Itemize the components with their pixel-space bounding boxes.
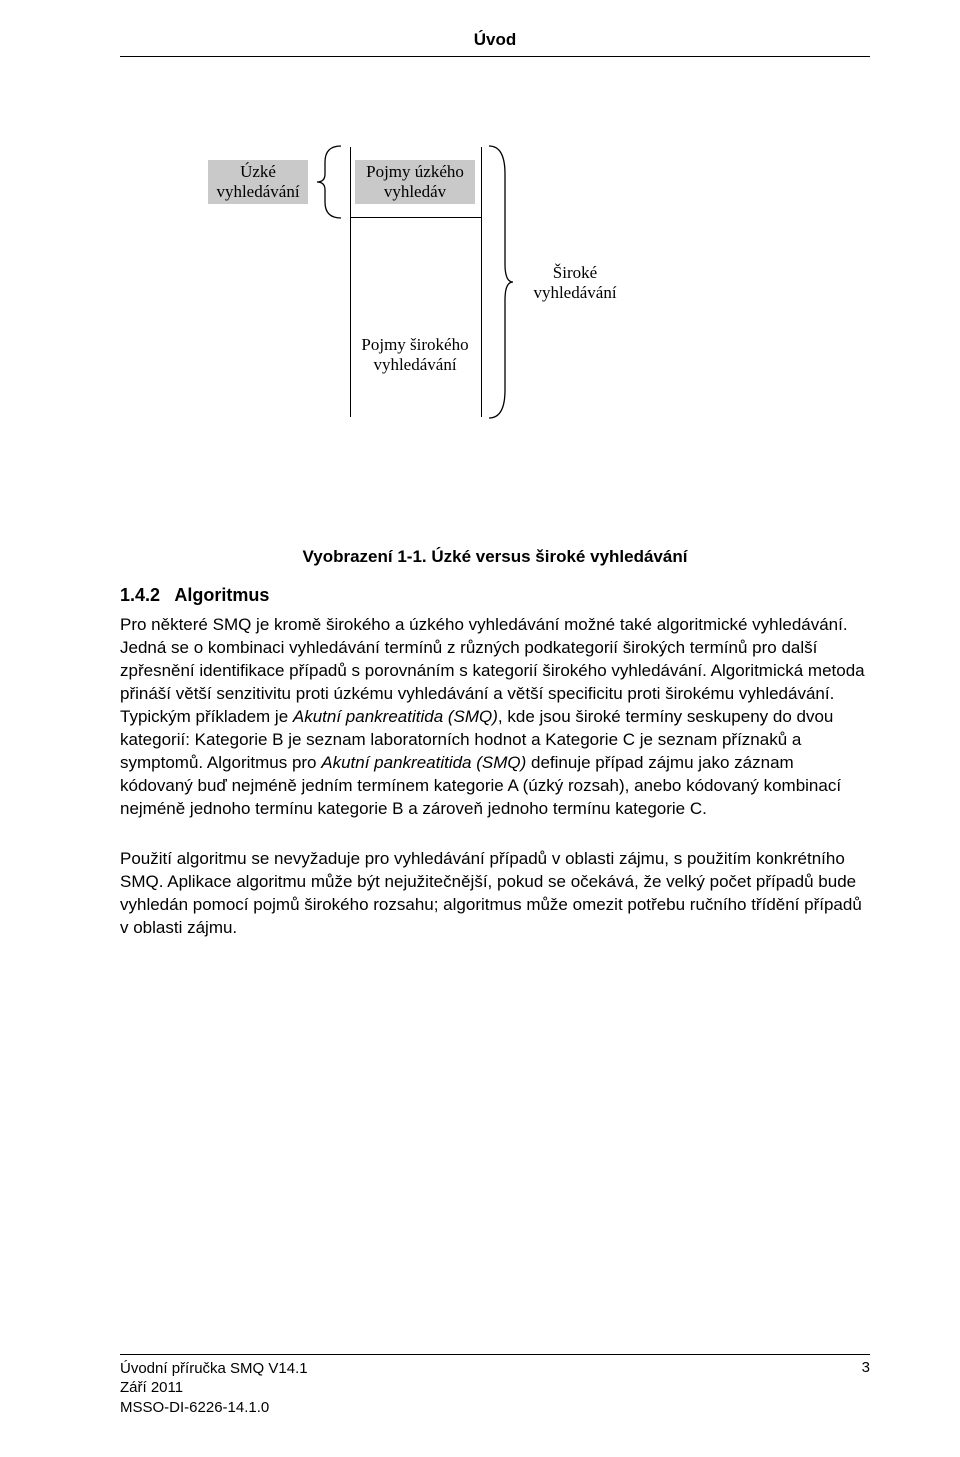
paragraph-2: Použití algoritmu se nevyžaduje pro vyhl… — [120, 848, 870, 940]
diagram: Úzké vyhledávání Pojmy úzkého vyhledáv P… — [160, 147, 870, 527]
footer: Úvodní příručka SMQ V14.1 Září 2011 MSSO… — [120, 1354, 870, 1418]
footer-line2: Září 2011 — [120, 1378, 308, 1398]
narrow-search-label: Úzké vyhledávání — [208, 160, 308, 204]
footer-left: Úvodní příručka SMQ V14.1 Září 2011 MSSO… — [120, 1359, 308, 1418]
broad-terms-label: Pojmy širokého vyhledávání — [355, 335, 475, 375]
p1-italic1: Akutní pankreatitida (SMQ) — [293, 707, 498, 726]
narrow-search-text: Úzké vyhledávání — [216, 162, 299, 202]
p1-italic2: Akutní pankreatitida (SMQ) — [321, 753, 526, 772]
header-rule — [120, 56, 870, 57]
broad-terms-text: Pojmy širokého vyhledávání — [361, 335, 468, 374]
page-number: 3 — [862, 1359, 870, 1376]
running-head: Úvod — [120, 30, 870, 50]
section-number: 1.4.2 — [120, 585, 160, 605]
section-title: Algoritmus — [174, 585, 269, 605]
left-brace-icon — [315, 144, 345, 220]
section-heading: 1.4.2 Algoritmus — [120, 585, 870, 606]
broad-search-text: Široké vyhledávání — [533, 263, 616, 302]
footer-rule — [120, 1354, 870, 1355]
narrow-terms-text: Pojmy úzkého vyhledáv — [366, 162, 464, 202]
figure-caption: Vyobrazení 1-1. Úzké versus široké vyhle… — [120, 547, 870, 567]
footer-line1: Úvodní příručka SMQ V14.1 — [120, 1359, 308, 1379]
page: Úvod Úzké vyhledávání Pojmy úzkého vyhle… — [0, 0, 960, 1457]
broad-search-label: Široké vyhledávání — [520, 263, 630, 303]
footer-line3: MSSO-DI-6226-14.1.0 — [120, 1398, 308, 1418]
paragraph-1: Pro některé SMQ je kromě širokého a úzké… — [120, 614, 870, 820]
right-brace-icon — [485, 144, 515, 420]
footer-inner: Úvodní příručka SMQ V14.1 Září 2011 MSSO… — [120, 1359, 870, 1418]
narrow-terms-box: Pojmy úzkého vyhledáv — [355, 160, 475, 204]
